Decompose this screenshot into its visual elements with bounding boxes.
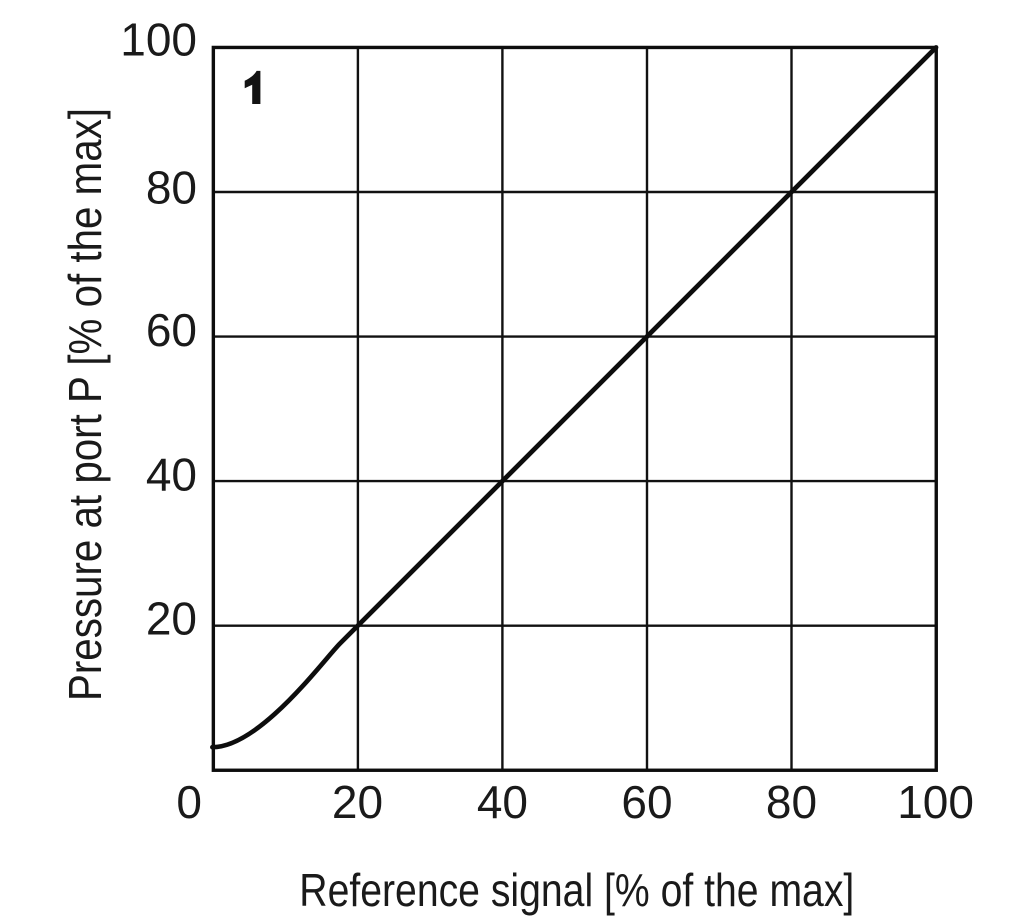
svg-text:60: 60 <box>146 304 197 356</box>
svg-text:80: 80 <box>766 776 817 828</box>
svg-text:0: 0 <box>176 776 202 828</box>
svg-text:Reference signal [% of the max: Reference signal [% of the max] <box>299 864 854 916</box>
svg-text:20: 20 <box>332 776 383 828</box>
svg-text:80: 80 <box>146 162 197 214</box>
svg-text:100: 100 <box>120 14 197 66</box>
svg-text:20: 20 <box>146 593 197 645</box>
svg-text:100: 100 <box>897 776 974 828</box>
svg-text:Pressure at port P [% of the m: Pressure at port P [% of the max] <box>59 108 111 701</box>
svg-text:40: 40 <box>477 776 528 828</box>
svg-text:60: 60 <box>621 776 672 828</box>
svg-text:40: 40 <box>146 449 197 501</box>
